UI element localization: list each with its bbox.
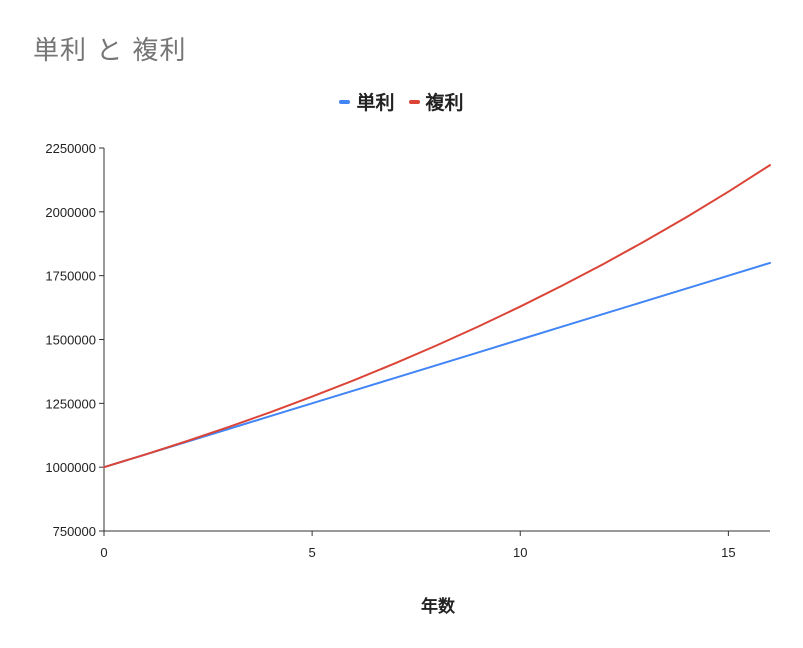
series-line-simple-interest: [103, 261, 771, 469]
y-tick-label: 750000: [53, 524, 96, 539]
x-tick-label: 5: [309, 545, 316, 560]
legend-swatch-compound-interest: [408, 99, 420, 104]
legend-label-compound-interest: 複利: [425, 92, 464, 114]
y-tick-label: 2000000: [45, 205, 96, 220]
x-tick-label: 15: [721, 545, 735, 560]
legend-item-compound-interest[interactable]: 複利: [408, 88, 464, 115]
series-line-compound-interest: [103, 164, 771, 469]
chart-title: 単利 と 複利: [33, 36, 187, 66]
y-tick-label: 1500000: [45, 333, 96, 348]
y-tick-label: 1750000: [45, 269, 96, 284]
chart-legend: 単利 複利: [0, 88, 803, 115]
x-axis-title: 年数: [421, 597, 455, 617]
legend-swatch-simple-interest: [339, 99, 351, 104]
x-tick-label: 10: [513, 545, 527, 560]
y-tick-label: 1000000: [45, 460, 96, 475]
legend-item-simple-interest[interactable]: 単利: [339, 88, 395, 115]
y-tick-label: 1250000: [45, 396, 96, 411]
legend-label-simple-interest: 単利: [356, 92, 395, 114]
x-tick-label: 0: [100, 545, 107, 560]
y-tick-label: 2250000: [45, 141, 96, 156]
